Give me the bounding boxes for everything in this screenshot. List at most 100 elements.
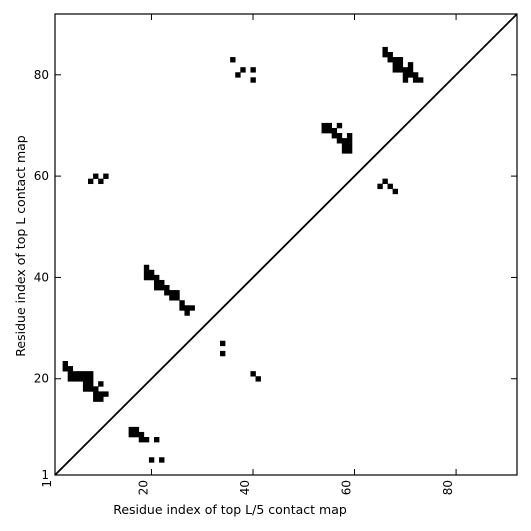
contact-point	[346, 143, 353, 149]
contact-points	[62, 46, 424, 463]
contact-point	[67, 371, 74, 377]
x-tick-label: 60	[340, 480, 354, 495]
contact-point	[174, 295, 180, 301]
contact-point	[402, 72, 409, 78]
contact-point	[331, 133, 338, 139]
contact-point	[138, 431, 145, 438]
contact-point	[321, 127, 327, 134]
contact-point	[128, 431, 134, 438]
contact-point	[174, 290, 180, 296]
contact-point	[154, 285, 160, 291]
contact-point	[103, 391, 109, 397]
contact-point	[93, 391, 99, 397]
contact-point	[82, 381, 89, 387]
contact-point	[164, 285, 170, 291]
y-tick-label: 20	[34, 372, 49, 386]
contact-point	[82, 376, 89, 382]
contact-point	[143, 274, 150, 281]
contact-point	[77, 371, 84, 377]
contact-point	[67, 366, 74, 372]
contact-point	[93, 173, 99, 179]
contact-point	[88, 386, 94, 392]
contact-point	[382, 178, 388, 185]
contact-point	[143, 264, 150, 271]
contact-point	[148, 269, 155, 276]
contact-point	[407, 62, 414, 68]
contact-point	[382, 51, 388, 58]
contact-point	[154, 274, 160, 281]
contact-point	[346, 138, 353, 144]
x-tick-label: 20	[136, 480, 150, 495]
contact-point	[235, 72, 241, 78]
contact-point	[240, 67, 246, 73]
contact-point	[82, 371, 89, 377]
contact-point	[397, 57, 404, 63]
contact-point	[336, 138, 343, 144]
contact-point	[250, 77, 256, 83]
contact-point	[159, 285, 165, 291]
contact-point	[407, 67, 414, 73]
diagonal-line	[54, 13, 518, 476]
contact-point	[387, 57, 393, 63]
contact-point	[93, 396, 99, 402]
contact-point	[392, 67, 398, 73]
contact-point	[336, 122, 343, 129]
contact-point	[412, 72, 419, 78]
contact-point	[138, 437, 145, 443]
contact-point	[169, 295, 175, 301]
contact-point	[346, 148, 353, 154]
contact-point	[88, 178, 94, 185]
contact-point	[341, 148, 348, 154]
contact-point	[230, 57, 236, 63]
contact-point	[103, 173, 109, 179]
contact-point	[392, 62, 398, 68]
y-axis-ticks: 1 20 40 60 80	[34, 68, 517, 482]
contact-point	[402, 67, 409, 73]
contact-point	[98, 178, 104, 185]
contact-point	[382, 46, 388, 53]
y-axis-label: Residue index of top L contact map	[13, 135, 28, 356]
x-tick-label: 40	[238, 480, 252, 495]
contact-point	[392, 57, 398, 63]
contact-point	[250, 371, 256, 377]
contact-point	[62, 361, 68, 367]
contact-point	[184, 310, 190, 316]
contact-point	[98, 396, 104, 402]
contact-point	[164, 290, 170, 296]
contact-point	[387, 51, 393, 58]
contact-point	[220, 340, 226, 347]
x-axis-ticks: 1 20 40 60 80	[40, 14, 457, 495]
contact-point	[341, 143, 348, 149]
contact-point	[72, 376, 79, 382]
contact-point	[377, 183, 383, 190]
contact-point	[98, 391, 104, 397]
contact-point	[154, 437, 160, 443]
contact-point	[179, 305, 185, 311]
contact-point	[418, 77, 424, 83]
contact-point	[88, 371, 94, 377]
contact-point	[143, 269, 150, 276]
contact-point	[407, 72, 414, 78]
contact-point	[179, 300, 185, 306]
contact-point	[397, 67, 404, 73]
contact-point	[326, 122, 332, 129]
x-tick-label: 80	[441, 480, 455, 495]
contact-point	[133, 431, 140, 438]
contact-point	[392, 188, 398, 195]
contact-point	[159, 279, 165, 286]
contact-point	[77, 376, 84, 382]
y-tick-label: 1	[41, 468, 49, 482]
contact-point	[88, 376, 94, 382]
contact-point	[402, 77, 409, 83]
contact-point	[82, 386, 89, 392]
contact-point	[159, 457, 165, 463]
contact-point	[189, 305, 195, 311]
contact-point	[184, 305, 190, 311]
contact-point	[148, 457, 155, 463]
contact-point	[397, 62, 404, 68]
contact-point	[412, 77, 419, 83]
contact-point	[62, 366, 68, 372]
y-tick-label: 40	[34, 270, 49, 284]
contact-point	[336, 133, 343, 139]
